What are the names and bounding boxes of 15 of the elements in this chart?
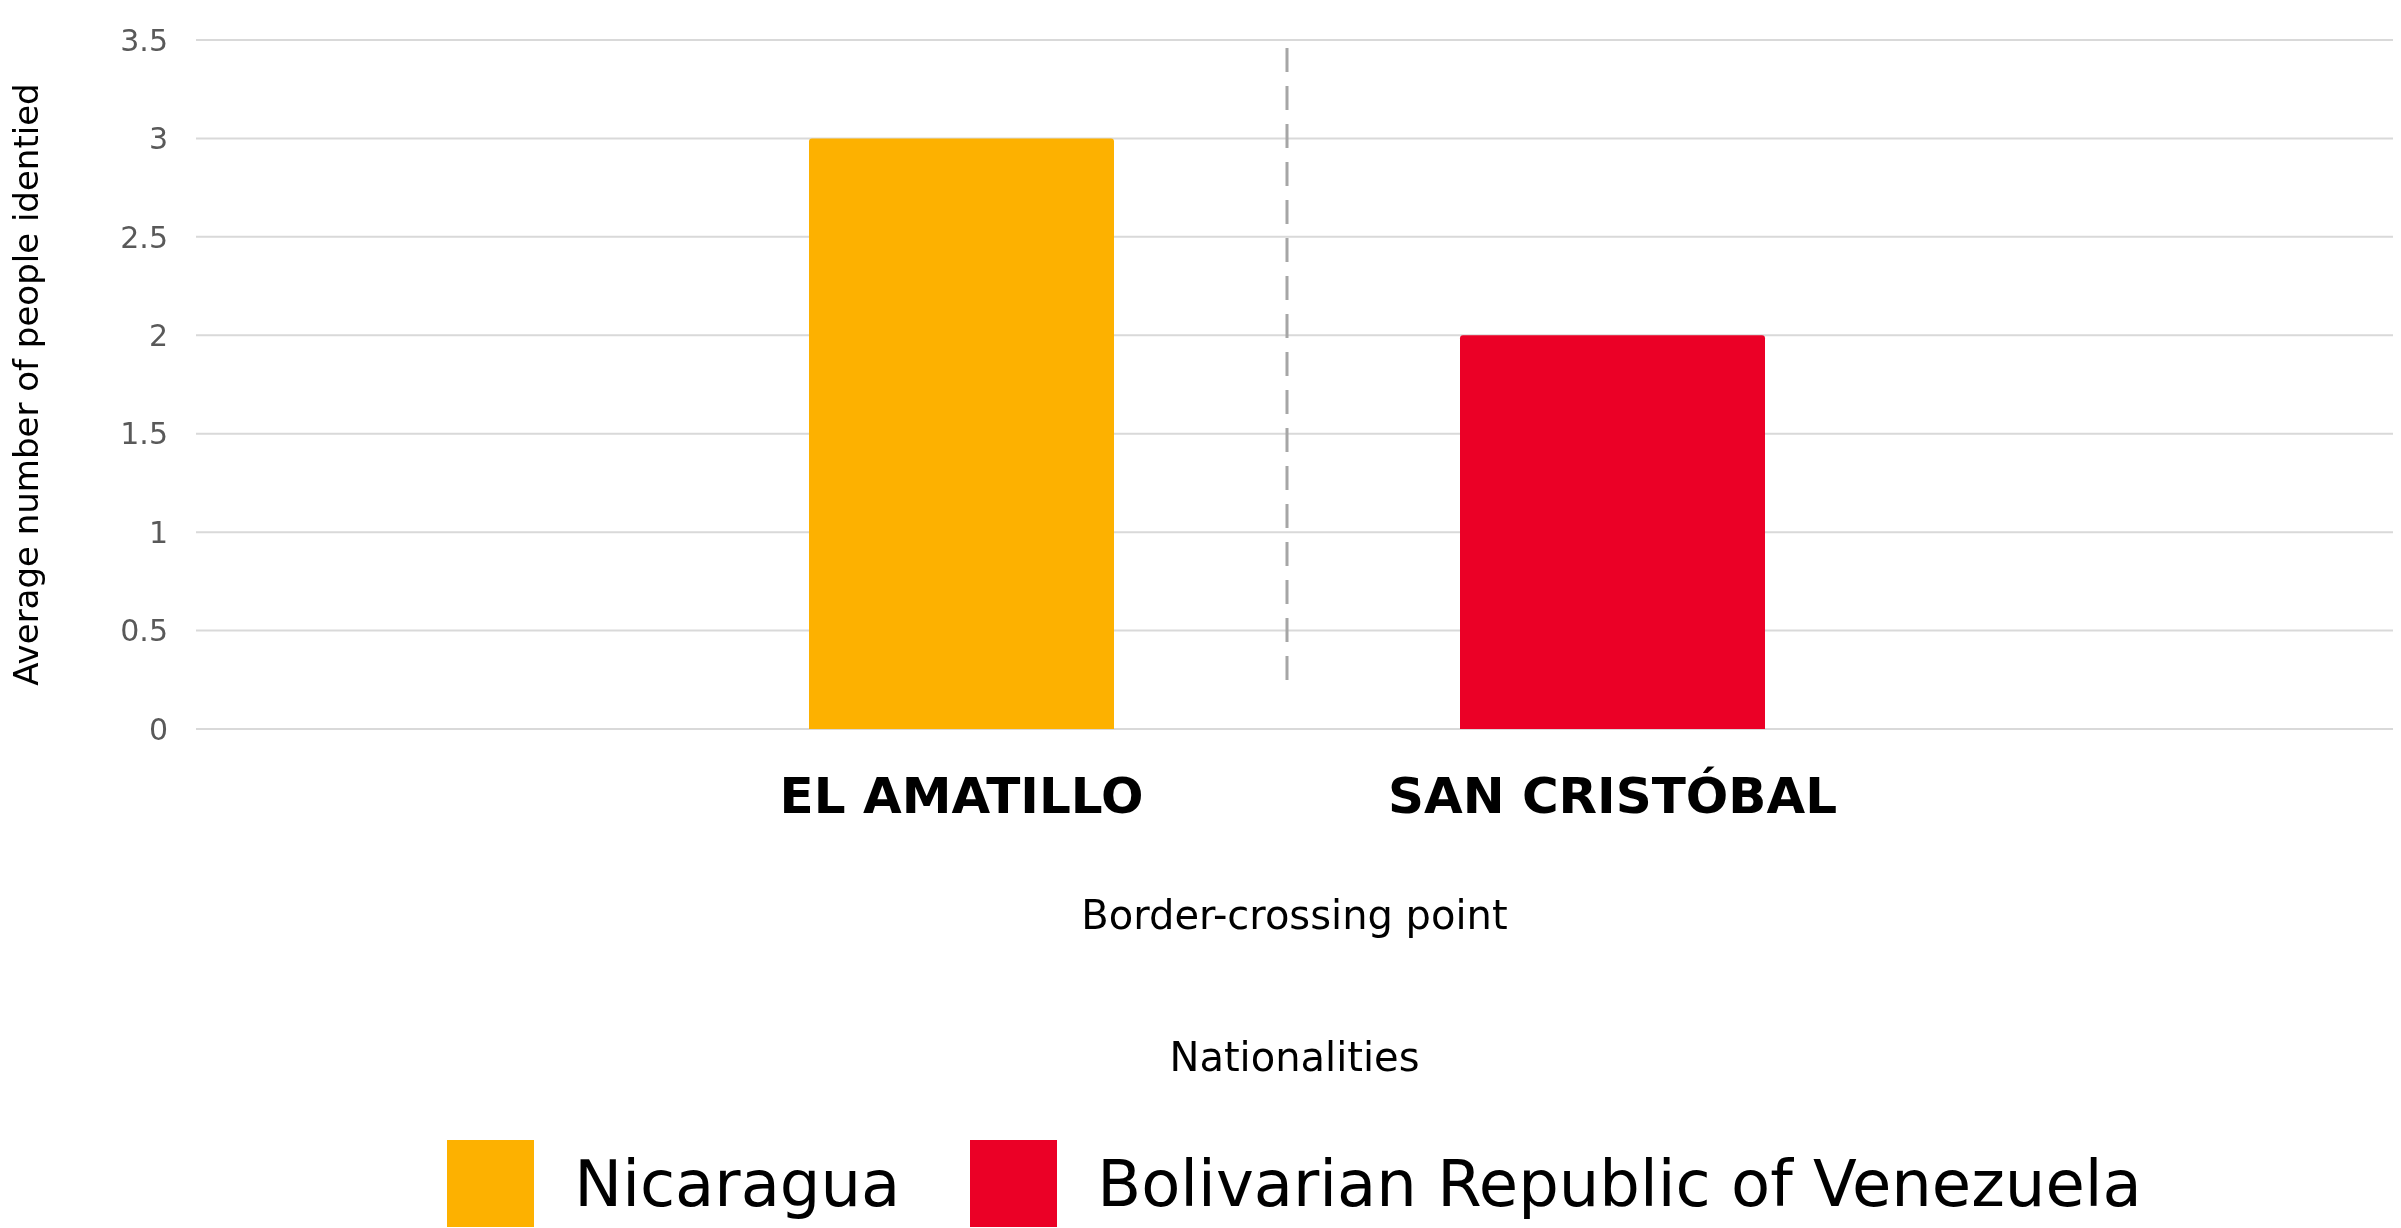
y-tick-label: 2.5 [120,219,168,255]
legend-title: Nationalities [1169,1034,1420,1080]
x-tick-label: EL AMATILLO [779,766,1144,825]
y-tick-label: 3.5 [120,22,168,58]
legend-label: Nicaragua [574,1146,901,1221]
y-tick-label: 3 [148,121,168,157]
x-tick-label: SAN CRISTÓBAL [1387,765,1838,825]
y-tick-label: 1 [148,514,168,550]
x-axis-title: Border-crossing point [1081,892,1508,938]
y-tick-label: 0.5 [120,613,168,649]
y-tick-label: 1.5 [120,416,168,452]
y-axis-title: Average number of people identied [6,83,47,686]
y-tick-label: 0 [148,711,168,747]
y-tick-label: 2 [148,317,168,353]
legend-label: Bolivarian Republic of Venezuela [1097,1146,2142,1221]
